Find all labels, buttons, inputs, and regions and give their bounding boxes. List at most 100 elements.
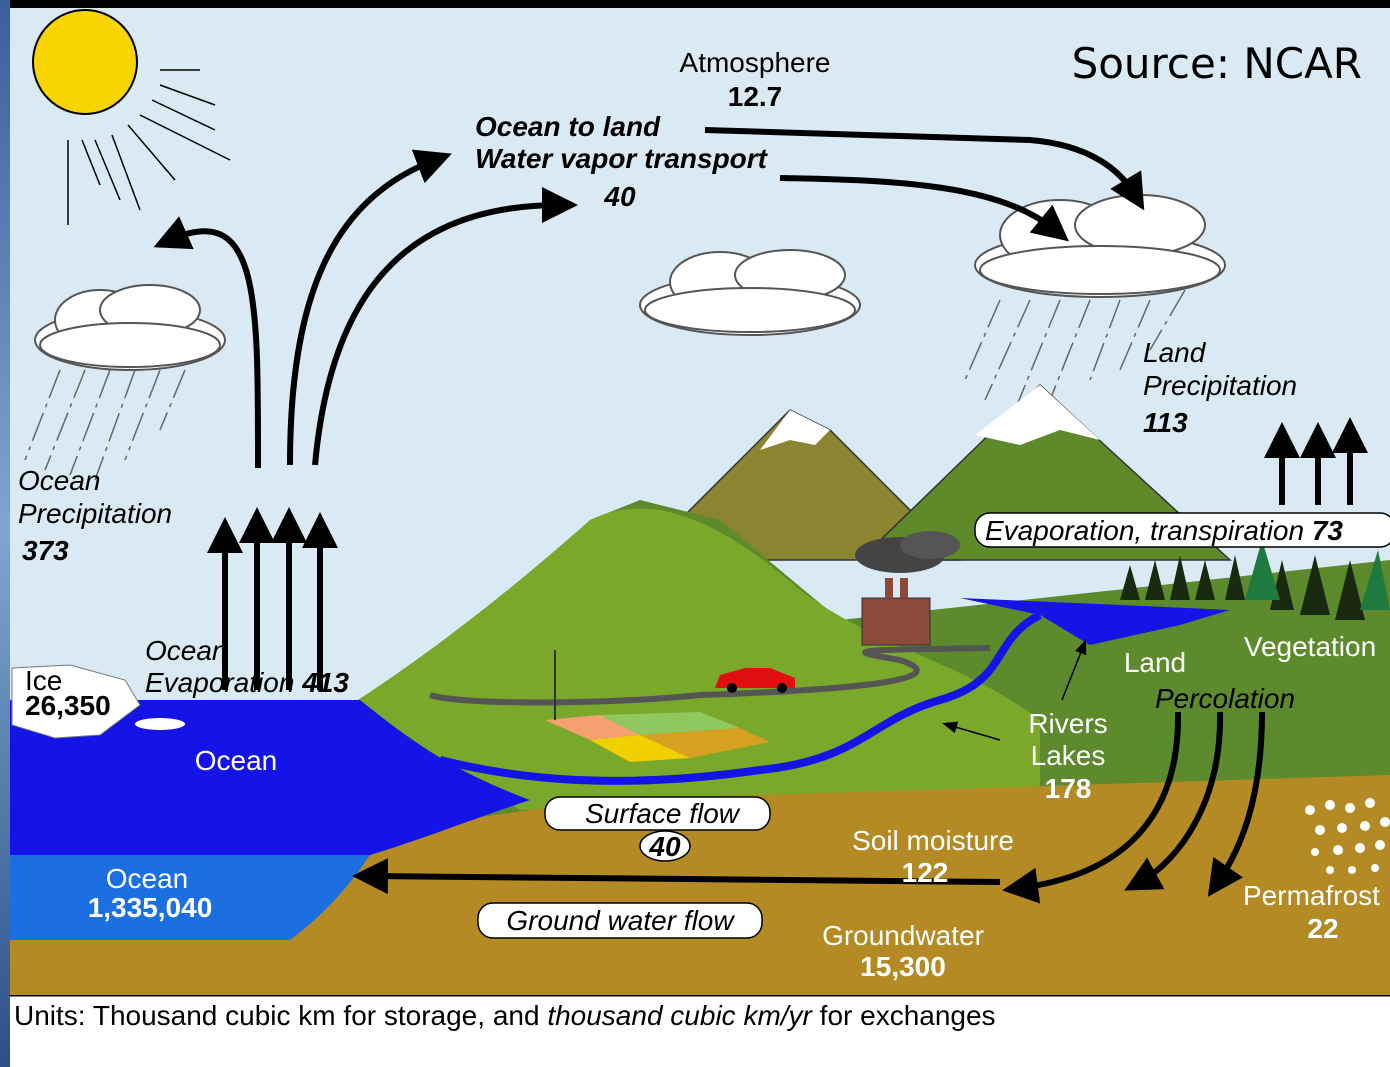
permafrost-dots-part: [1326, 866, 1334, 874]
river: [439, 611, 1042, 785]
trees-part: [1195, 560, 1215, 600]
label: Evaporation 413: [145, 667, 349, 698]
label: Ocean: [106, 863, 189, 894]
farm-part: [600, 712, 740, 735]
arrows-part: [1061, 639, 1087, 701]
factory-part: [900, 578, 908, 598]
factory-part: [885, 578, 893, 598]
arrows-part: [312, 187, 578, 466]
label-box: [639, 830, 691, 862]
label: Land: [1143, 337, 1207, 368]
value: 73: [1312, 515, 1344, 546]
value: 178: [1045, 773, 1092, 804]
permafrost-dots-part: [1355, 843, 1365, 853]
cloud-middle-part: [644, 287, 856, 333]
rain-right-part: [984, 299, 1031, 401]
rain-left-part: [94, 369, 136, 481]
permafrost-dots-part: [1311, 848, 1319, 856]
label: Vegetation: [1244, 631, 1376, 662]
label: Rivers: [1028, 708, 1107, 739]
rain-right: [964, 289, 1186, 411]
car-part: [715, 668, 795, 688]
farm-part: [545, 715, 640, 740]
units-text: Units: Thousand cubic km for storage, an…: [14, 1000, 547, 1031]
units-note: Units: Thousand cubic km for storage, an…: [14, 1000, 996, 1031]
diagram-border: [10, 995, 1390, 997]
arrows-part: [1002, 711, 1182, 904]
rain-right-part: [1014, 299, 1061, 411]
value: 1,335,040: [88, 892, 213, 923]
trees-part: [1245, 540, 1280, 600]
ocean-surface: [10, 700, 530, 855]
trees-part: [1120, 565, 1140, 600]
value: 122: [902, 857, 949, 888]
label: Ice: [25, 665, 62, 696]
side-strip: [0, 0, 10, 1067]
arrows-part: [153, 216, 262, 469]
arrows: [153, 127, 1368, 904]
label: Lakes: [1031, 740, 1106, 771]
value: 413: [301, 667, 349, 698]
trees: [1120, 540, 1390, 620]
top-border: [10, 0, 1390, 8]
units-text: for exchanges: [812, 1000, 996, 1031]
soil: [10, 775, 1390, 995]
sun-part-part: [127, 124, 176, 181]
label: Ground water flow: [506, 905, 735, 936]
trees-part: [1145, 560, 1165, 600]
permafrost-dots-part: [1348, 866, 1356, 874]
arrows-part: [942, 721, 1001, 741]
label: Surface flow: [585, 798, 741, 829]
car-part: [777, 683, 787, 693]
label: Ocean: [18, 465, 101, 496]
rain-left-part: [24, 369, 61, 461]
value: 22: [1307, 913, 1338, 944]
value: 12.7: [728, 81, 783, 112]
label: Ocean: [195, 745, 278, 776]
sun-part: [67, 69, 231, 225]
rain-right-part: [964, 299, 1001, 381]
label: Atmosphere: [680, 47, 831, 78]
rain-left-part: [69, 369, 111, 476]
sun-part-part: [81, 139, 101, 186]
car-part: [727, 683, 737, 693]
arrows-part: [287, 149, 452, 466]
rain-right-part: [1049, 299, 1091, 401]
arrows-part: [1207, 711, 1265, 897]
label: Percolation: [1155, 683, 1295, 714]
label-box: [544, 796, 771, 831]
sun-part-part: [139, 114, 231, 161]
rain-left-part: [44, 369, 86, 471]
sun: [32, 9, 231, 225]
value: 40: [603, 181, 636, 212]
rain-right-part: [1149, 289, 1186, 351]
label: Water vapor transport: [475, 143, 769, 174]
label: Ocean: [145, 635, 228, 666]
label: Evaporation, transpiration: [985, 515, 1304, 546]
arrows-part: [779, 175, 1069, 242]
permafrost-dots-part: [1345, 803, 1355, 813]
trees-part: [1300, 555, 1330, 615]
arrows-part: [1124, 711, 1224, 891]
farm-part: [640, 728, 770, 758]
value: 373: [22, 535, 69, 566]
factory-part: [900, 531, 960, 559]
ice: [11, 664, 185, 739]
label: Groundwater: [822, 920, 984, 951]
sun-part-part: [151, 99, 216, 131]
ice-part: [135, 718, 185, 730]
label: Precipitation: [18, 498, 172, 529]
road: [429, 645, 991, 706]
value: 113: [1143, 407, 1188, 438]
ocean-deep: [10, 855, 370, 940]
labels: Atmosphere 12.7 Ocean to land Water vapo…: [18, 39, 1390, 982]
permafrost-dots-part: [1360, 821, 1370, 831]
source: Source: NCAR: [1072, 39, 1362, 88]
permafrost-dots-part: [1305, 805, 1315, 815]
rain-left-part: [124, 369, 161, 461]
cloud-left-part: [39, 322, 221, 368]
cloud-left: [34, 284, 226, 371]
permafrost-dots-part: [1337, 823, 1347, 833]
rain-left: [24, 369, 186, 481]
